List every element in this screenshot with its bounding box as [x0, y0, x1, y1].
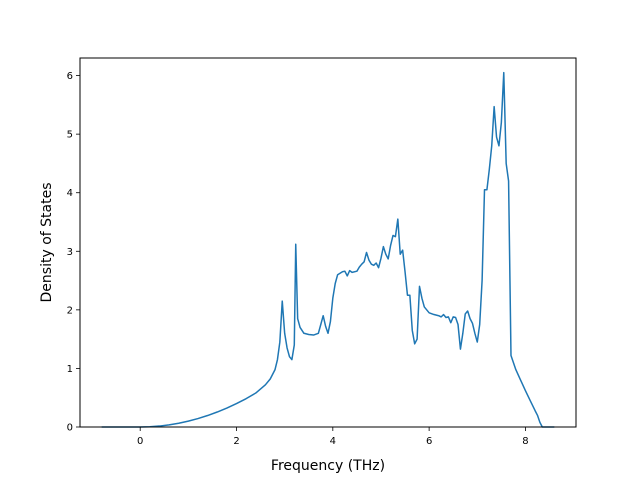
dos-series-line — [101, 71, 555, 428]
x-tick-label: 4 — [330, 436, 336, 447]
plot-content — [101, 71, 555, 428]
y-tick-label: 6 — [67, 71, 73, 82]
x-tick-label: 8 — [522, 436, 528, 447]
x-axis-title: Frequency (THz) — [271, 458, 385, 474]
x-axis-ticks: 0 2 4 6 8 — [137, 427, 529, 447]
y-tick-label: 0 — [67, 423, 73, 434]
y-tick-label: 3 — [67, 247, 73, 258]
y-tick-label: 2 — [67, 305, 73, 316]
y-axis-ticks: 0 1 2 3 4 5 6 — [67, 71, 80, 434]
y-tick-label: 5 — [67, 130, 73, 141]
y-tick-label: 4 — [67, 188, 73, 199]
y-tick-label: 1 — [67, 364, 73, 375]
axes-frame — [79, 57, 577, 428]
x-tick-label: 0 — [137, 436, 143, 447]
x-tick-label: 2 — [233, 436, 239, 447]
x-tick-label: 6 — [426, 436, 432, 447]
y-axis-title: Density of States — [39, 183, 55, 303]
